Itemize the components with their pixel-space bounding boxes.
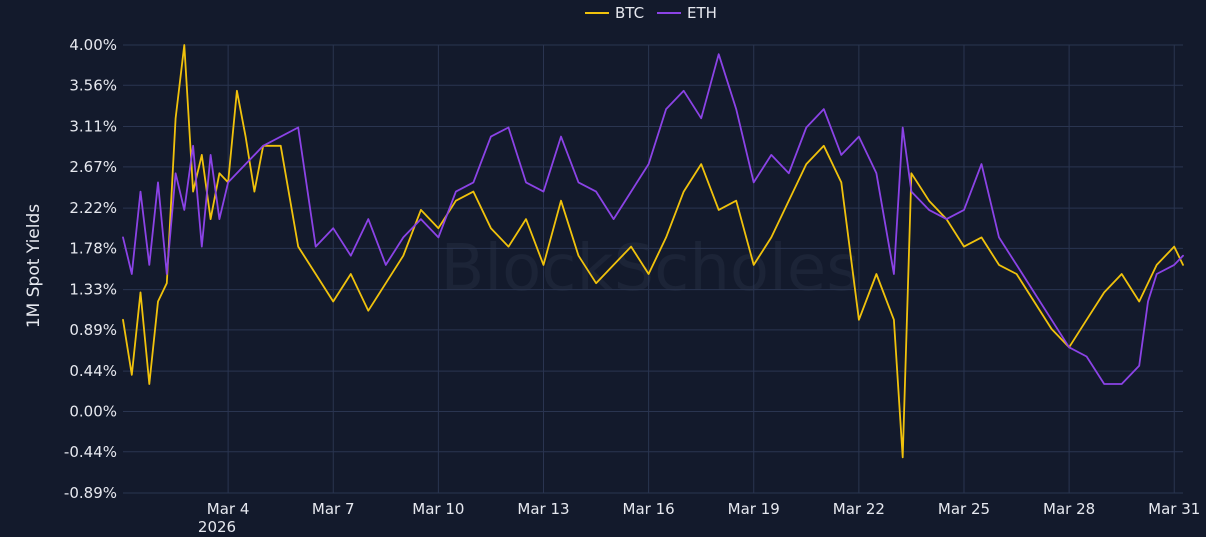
x-tick-label: Mar 19 xyxy=(728,500,780,518)
x-tick-label: Mar 31 xyxy=(1148,500,1200,518)
legend: BTC ETH xyxy=(585,4,717,22)
y-tick-label: 2.67% xyxy=(69,158,117,176)
series-line-eth xyxy=(122,53,1184,385)
x-tick-label: Mar 10 xyxy=(412,500,464,518)
x-gridlines xyxy=(227,45,1175,493)
x-tick-label: Mar 28 xyxy=(1043,500,1095,518)
series-line-btc xyxy=(122,44,1184,459)
legend-label-eth: ETH xyxy=(687,4,717,22)
x-tick-label: Mar 22 xyxy=(833,500,885,518)
x-tick-label: Mar 16 xyxy=(623,500,675,518)
x-tick-label: Mar 4 xyxy=(207,500,250,518)
y-tick-label: 3.56% xyxy=(69,76,117,94)
y-tick-label: 1.33% xyxy=(69,281,117,299)
y-gridlines xyxy=(123,44,1183,494)
y-tick-label: 4.00% xyxy=(69,36,117,54)
y-tick-label: -0.44% xyxy=(64,443,117,461)
x-tick-label: Mar 25 xyxy=(938,500,990,518)
y-axis-ticks: 4.00% 3.56% 3.11% 2.67% 2.22% 1.78% 1.33% 0.89%… xyxy=(64,36,117,502)
x-tick-label: Mar 7 xyxy=(312,500,355,518)
x-tick-label: Mar 13 xyxy=(517,500,569,518)
y-axis-label: 1M Spot Yields xyxy=(24,204,44,328)
series-lines xyxy=(122,44,1184,459)
y-tick-label: 3.11% xyxy=(69,118,117,136)
x-axis-ticks: Mar 4 Mar 7 Mar 10 Mar 13 Mar 16 Mar 19 Mar 22… xyxy=(207,500,1201,518)
y-tick-label: -0.89% xyxy=(64,484,117,502)
y-tick-label: 0.00% xyxy=(69,402,117,420)
y-tick-label: 2.22% xyxy=(69,199,117,217)
y-tick-label: 1.78% xyxy=(69,239,117,257)
x-year-label: 2026 xyxy=(198,518,236,536)
y-tick-label: 0.89% xyxy=(69,321,117,339)
y-tick-label: 0.44% xyxy=(69,362,117,380)
legend-label-btc: BTC xyxy=(615,4,644,22)
